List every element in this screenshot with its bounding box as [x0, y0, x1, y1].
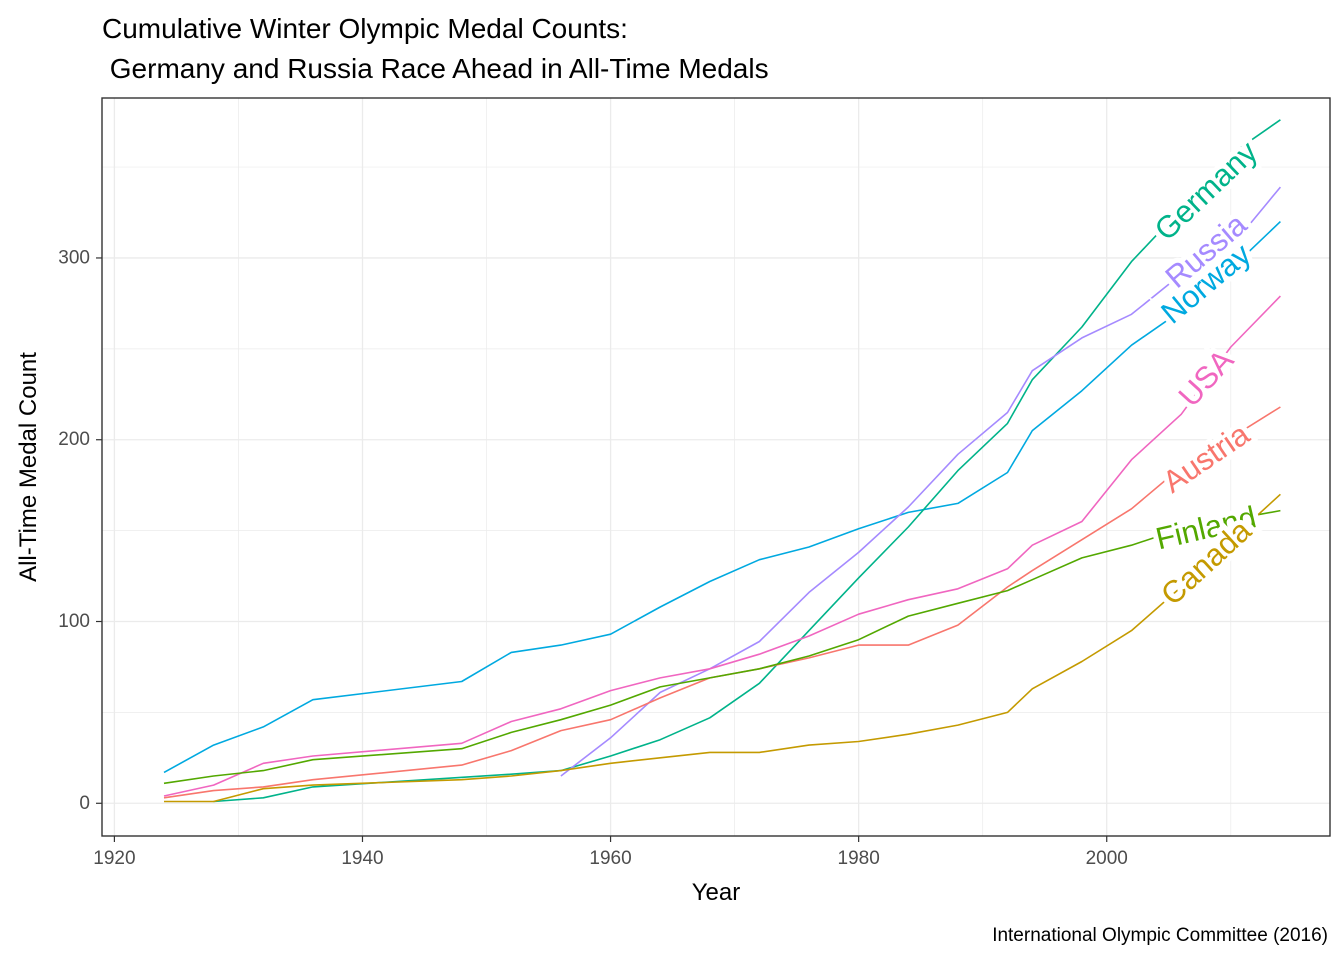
x-tick-label: 2000 — [1086, 848, 1128, 869]
series-labels: NorwayNorwayGermanyGermanyRussiaRussiaUS… — [1143, 129, 1270, 617]
x-tick-label: 1920 — [93, 848, 135, 869]
x-axis-ticks: 1920 1940 1960 1980 2000 — [93, 836, 1128, 869]
chart-subtitle: Germany and Russia Race Ahead in All-Tim… — [102, 53, 769, 84]
grid-lines — [102, 98, 1330, 836]
x-tick-label: 1940 — [341, 848, 383, 869]
y-axis-title: All-Time Medal Count — [15, 352, 42, 582]
y-tick-label: 100 — [58, 611, 90, 632]
series-label-usa: USA — [1172, 342, 1241, 413]
series-line-finland — [163, 509, 1281, 785]
x-axis-title: Year — [692, 879, 741, 906]
series-line-germany — [213, 119, 1281, 803]
series-line-usa — [163, 295, 1281, 797]
series-line-russia — [560, 186, 1282, 777]
plot-border — [101, 97, 1331, 837]
chart-caption: International Olympic Committee (2016) — [992, 925, 1328, 946]
series-label-austria: Austria — [1156, 416, 1256, 500]
y-tick-label: 200 — [58, 429, 90, 450]
chart-title: Cumulative Winter Olympic Medal Counts: — [102, 13, 628, 44]
series-lines — [163, 119, 1282, 803]
series-line-canada — [164, 493, 1281, 803]
series-line-austria — [163, 406, 1281, 799]
x-tick-label: 1980 — [838, 848, 880, 869]
series-line-norway — [163, 221, 1281, 774]
y-tick-label: 300 — [58, 247, 90, 268]
y-tick-label: 0 — [79, 793, 90, 814]
x-tick-label: 1960 — [589, 848, 631, 869]
y-axis-ticks: 0 100 200 300 — [58, 247, 102, 814]
